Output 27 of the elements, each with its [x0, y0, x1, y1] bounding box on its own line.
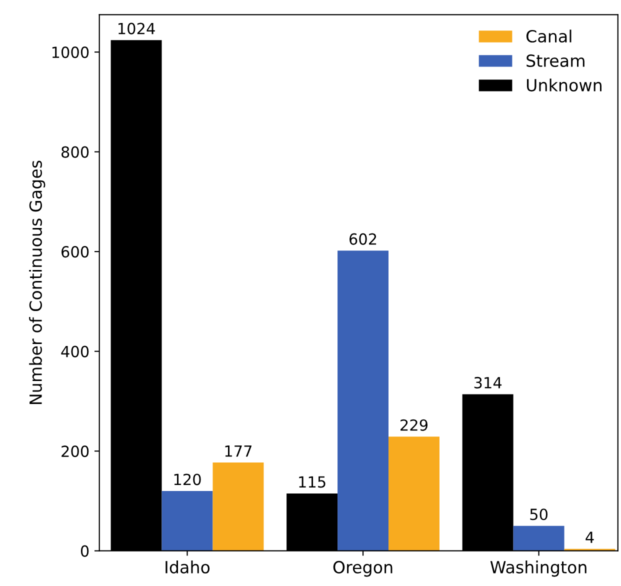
y-tick-label: 0: [80, 545, 89, 557]
y-tick-label: 600: [62, 246, 89, 258]
data-label: 1024: [118, 22, 155, 34]
y-tick-label: 200: [62, 446, 89, 458]
data-label: 229: [400, 419, 428, 431]
data-label: 115: [299, 476, 326, 488]
y-tick-label: 1000: [52, 46, 89, 58]
bar: [212, 462, 264, 551]
legend-label: Canal: [526, 30, 572, 43]
data-label: 4: [586, 532, 594, 543]
y-axis-title: Number of Continuous Gages: [29, 160, 46, 404]
legend-label: Stream: [526, 54, 584, 68]
x-tick-label: Idaho: [166, 560, 210, 574]
y-tick-label: 800: [62, 146, 89, 158]
data-label: 120: [174, 474, 201, 486]
x-tick-label: Washington: [490, 560, 586, 577]
data-label: 50: [530, 508, 548, 520]
x-tick-label: Oregon: [333, 560, 392, 577]
data-label: 177: [225, 445, 252, 457]
bar: [513, 526, 564, 551]
y-tick-label: 400: [61, 346, 89, 358]
bar: [338, 250, 389, 551]
legend-label: Unknown: [526, 78, 602, 92]
data-label: 314: [474, 376, 502, 388]
bar: [162, 490, 213, 551]
bar: [388, 436, 440, 551]
data-label: 602: [350, 233, 376, 245]
